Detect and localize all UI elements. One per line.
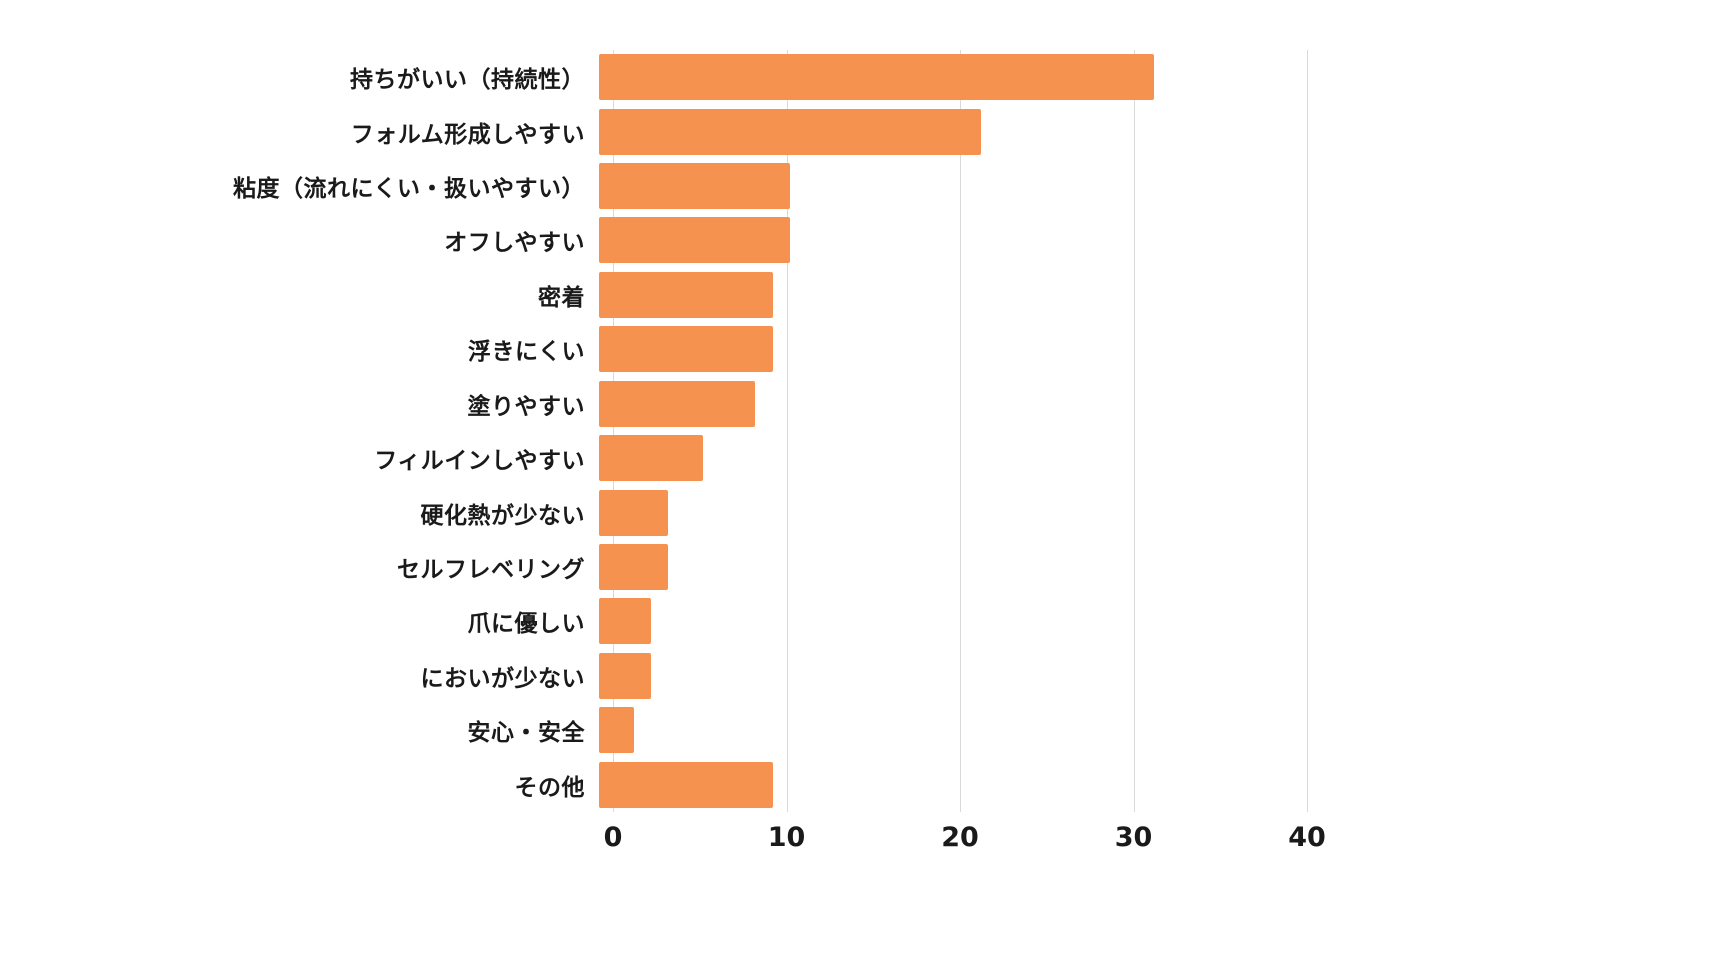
gridline [786, 50, 788, 812]
x-axis-tick: 20 [941, 822, 979, 853]
bar [599, 544, 669, 590]
gridline [613, 50, 614, 812]
bar [599, 108, 981, 155]
bar [599, 598, 652, 645]
bar-track [599, 159, 1293, 213]
bar-label: その他 [514, 774, 585, 801]
bar-track [599, 50, 1293, 104]
bar-row: 硬化熱が少ない [0, 485, 1725, 539]
x-axis-tick: 0 [603, 822, 623, 853]
bar-track [599, 540, 1293, 594]
bar-rows: 持ちがいい（持続性） フォルム形成しやすい粘度（流れにくい・扱いやすい） オフしやす… [0, 50, 1725, 812]
gridline [1307, 50, 1308, 812]
bar [599, 217, 790, 264]
bar-label: 爪に優しい [467, 611, 585, 638]
bar [599, 326, 773, 373]
bar-track [599, 322, 1293, 376]
bar-row: フィルインしやすい [0, 431, 1725, 485]
bar [599, 380, 756, 427]
bar-row: セルフレベリング [0, 540, 1725, 594]
gridline [1133, 50, 1135, 812]
bar [599, 435, 704, 482]
bar [599, 271, 773, 318]
bar-track [599, 268, 1293, 322]
bar-row: 塗りやすい [0, 377, 1725, 431]
bar-track [599, 104, 1293, 158]
bar-label: 密着 [538, 284, 585, 311]
bar-row: その他 [0, 757, 1725, 811]
bar-track [599, 757, 1293, 811]
bar-label: フィルインしやすい [374, 448, 585, 475]
bar-label: オフしやすい [444, 230, 585, 257]
bar-row: 爪に優しい [0, 594, 1725, 648]
x-axis-tick: 30 [1114, 822, 1153, 853]
bar-track [599, 377, 1293, 431]
bar-label: 持ちがいい（持続性） [350, 67, 585, 94]
bar-track [599, 594, 1293, 648]
bar-track [599, 649, 1293, 703]
bar-row: 安心・安全 [0, 703, 1725, 757]
bar-track [599, 485, 1293, 539]
bar-label: セルフレベリング [397, 557, 585, 583]
bar-track [599, 703, 1293, 757]
bar-row: オフしやすい [0, 213, 1725, 267]
bar [599, 489, 669, 536]
bar-row: 粘度（流れにくい・扱いやすい） [0, 159, 1725, 213]
x-axis-tick: 40 [1288, 822, 1326, 853]
bar-row: フォルム形成しやすい [0, 104, 1725, 158]
bar [599, 761, 773, 808]
bar-label: フォルム形成しやすい [350, 121, 585, 148]
bar [599, 163, 790, 210]
bar [599, 54, 1155, 101]
bar-row: においが少ない [0, 649, 1725, 703]
bar-row: 持ちがいい（持続性） [0, 50, 1725, 104]
bar-track [599, 431, 1293, 485]
bar-label: 硬化熱が少ない [420, 502, 585, 529]
bar-row: 密着 [0, 268, 1725, 322]
bar-track [599, 213, 1293, 267]
gridline [960, 50, 961, 812]
bar-label: においが少ない [420, 665, 585, 692]
bar-label: 安心・安全 [467, 720, 585, 747]
bar-label: 塗りやすい [467, 393, 585, 420]
bar [599, 652, 652, 699]
bar-label: 浮きにくい [467, 339, 585, 366]
bar-label: 粘度（流れにくい・扱いやすい） [232, 176, 585, 203]
grid-layer [613, 50, 1308, 812]
x-axis: 0 10 20 30 40 [604, 822, 1326, 866]
bar-row: 浮きにくい [0, 322, 1725, 376]
bar [599, 707, 634, 754]
x-axis-tick: 10 [767, 822, 806, 853]
